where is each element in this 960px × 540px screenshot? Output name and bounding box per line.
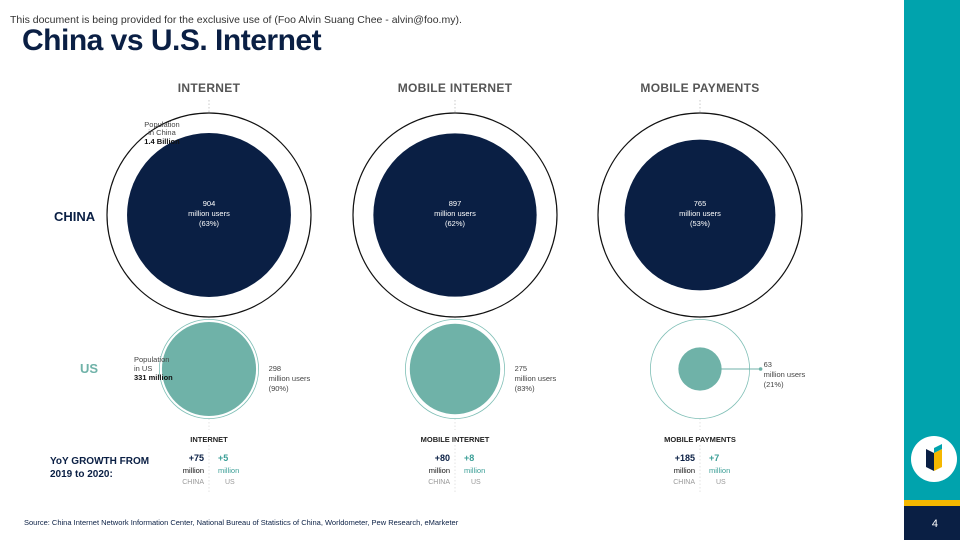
china-bubble-internet [127, 133, 291, 297]
us-value-internet: 298 [269, 364, 282, 373]
china-pct-mobile-internet: (62%) [445, 219, 466, 228]
growth-us-unit-mobile-payments: million [709, 466, 730, 475]
row-label-china: CHINA [54, 209, 96, 224]
us-population-label-line2: in US [134, 364, 152, 373]
us-value-mobile-internet: 275 [515, 364, 528, 373]
right-sidebar [904, 0, 960, 540]
row-label-us: US [80, 361, 98, 376]
us-population-label-line3: 331 million [134, 373, 173, 382]
growth-china-caption-internet: CHINA [182, 479, 204, 486]
china-pct-internet: (63%) [199, 219, 220, 228]
china-population-label-line2: in China [148, 128, 176, 137]
growth-china-unit-mobile-internet: million [429, 466, 450, 475]
china-bubble-mobile-payments [624, 139, 776, 291]
us-bubble-mobile-internet [409, 323, 501, 415]
growth-us-unit-internet: million [218, 466, 239, 475]
us-unit-mobile-payments: million users [764, 370, 806, 379]
growth-us-caption-mobile-payments: US [716, 479, 726, 486]
us-bubble-internet [161, 321, 257, 417]
us-pct-mobile-internet: (83%) [515, 384, 536, 393]
china-population-ring-mobile-internet [352, 112, 558, 318]
us-pct-mobile-payments: (21%) [764, 380, 785, 389]
china-population-label-line3: 1.4 Billion [144, 137, 180, 146]
sidebar-footer [904, 506, 960, 540]
sidebar-stripe [904, 500, 960, 506]
growth-china-caption-mobile-internet: CHINA [428, 479, 450, 486]
china-population-label-line1: Population [144, 120, 179, 129]
page-number: 4 [931, 518, 938, 530]
china-pct-mobile-payments: (53%) [690, 219, 711, 228]
growth-us-value-mobile-internet: +8 [464, 453, 474, 463]
yoy-growth-title-line1: YoY GROWTH FROM [50, 456, 149, 467]
growth-us-caption-internet: US [225, 479, 235, 486]
growth-us-value-mobile-payments: +7 [709, 453, 719, 463]
us-population-label-line1: Population [134, 355, 169, 364]
source-note: Source: China Internet Network Informati… [24, 518, 459, 527]
yoy-growth-title-line2: 2019 to 2020: [50, 469, 113, 480]
china-population-ring-mobile-payments [597, 112, 803, 318]
china-bubble-mobile-internet [373, 133, 537, 297]
growth-china-unit-mobile-payments: million [674, 466, 695, 475]
china-value-internet: 904 [203, 199, 216, 208]
growth-china-caption-mobile-payments: CHINA [673, 479, 695, 486]
growth-china-value-mobile-internet: +80 [435, 453, 450, 463]
china-value-mobile-internet: 897 [449, 199, 462, 208]
growth-us-value-internet: +5 [218, 453, 228, 463]
us-pct-internet: (90%) [269, 384, 290, 393]
column-header-internet: INTERNET [178, 81, 241, 95]
china-unit-mobile-payments: million users [679, 209, 721, 218]
growth-us-caption-mobile-internet: US [471, 479, 481, 486]
growth-china-unit-internet: million [183, 466, 204, 475]
growth-china-value-mobile-payments: +185 [675, 453, 695, 463]
growth-china-value-internet: +75 [189, 453, 204, 463]
growth-header-mobile-internet: MOBILE INTERNET [421, 435, 490, 444]
us-value-mobile-payments: 63 [764, 360, 772, 369]
us-connector-dot-mobile-payments [758, 367, 763, 371]
page-title: China vs U.S. Internet [22, 24, 322, 57]
growth-header-internet: INTERNET [190, 435, 228, 444]
us-unit-internet: million users [269, 374, 311, 383]
china-unit-internet: million users [188, 209, 230, 218]
china-unit-mobile-internet: million users [434, 209, 476, 218]
exclusive-use-notice: This document is being provided for the … [10, 14, 462, 26]
column-header-mobile-internet: MOBILE INTERNET [398, 81, 513, 95]
us-unit-mobile-internet: million users [515, 374, 557, 383]
brand-logo-icon [911, 436, 957, 482]
china-population-ring-internet [106, 112, 312, 318]
column-header-mobile-payments: MOBILE PAYMENTS [640, 81, 759, 95]
china-value-mobile-payments: 765 [694, 199, 707, 208]
growth-header-mobile-payments: MOBILE PAYMENTS [664, 435, 736, 444]
growth-us-unit-mobile-internet: million [464, 466, 485, 475]
